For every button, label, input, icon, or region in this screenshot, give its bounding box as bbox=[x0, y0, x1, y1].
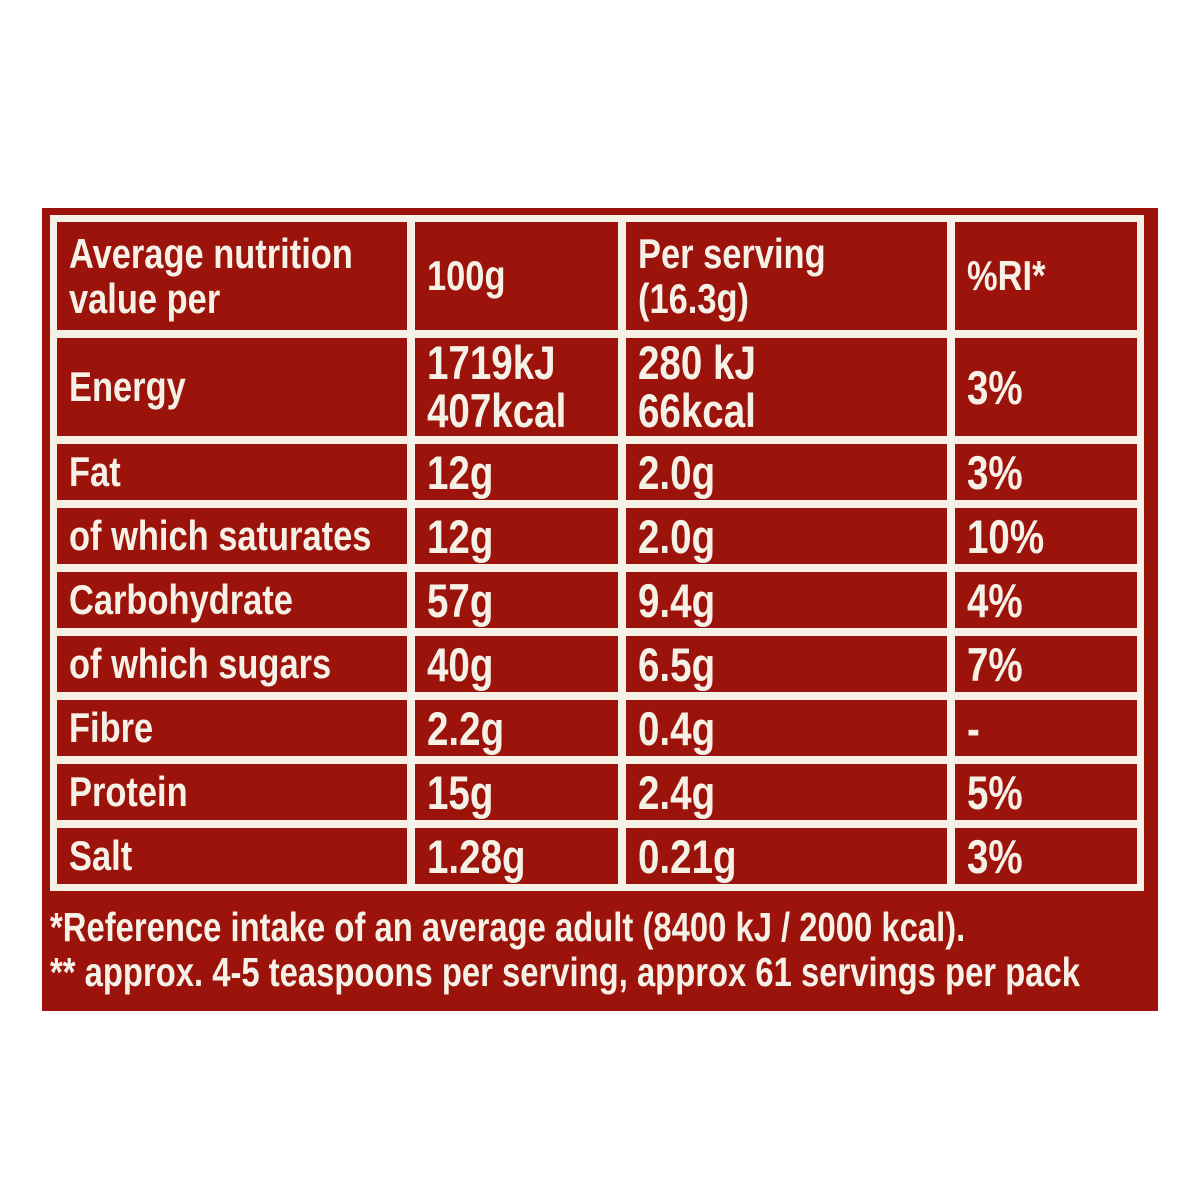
protein-ri-value: 5% bbox=[967, 765, 1023, 819]
energy-serving-kj: 280 kJ bbox=[638, 336, 756, 390]
header-col3-line2: (16.3g) bbox=[638, 275, 750, 322]
header-100g: 100g bbox=[415, 222, 618, 330]
salt-serving-cell: 0.21g bbox=[626, 828, 947, 884]
fat-per100-cell: 12g bbox=[415, 444, 618, 500]
salt-ri-value: 3% bbox=[967, 829, 1023, 883]
header-col3-line1: Per serving bbox=[638, 229, 826, 277]
footnote-reference-intake: *Reference intake of an average adult (8… bbox=[50, 904, 1144, 950]
footnote-line2-text: ** approx. 4-5 teaspoons per serving, ap… bbox=[50, 949, 1080, 996]
row-label-text: Salt bbox=[69, 832, 133, 879]
row-label-salt: Salt bbox=[57, 828, 407, 884]
salt-per100-cell: 1.28g bbox=[415, 828, 618, 884]
energy-ri-cell: 3% bbox=[955, 338, 1137, 436]
row-label-saturates: of which saturates bbox=[57, 508, 407, 564]
saturates-serving-cell: 2.0g bbox=[626, 508, 947, 564]
fibre-serving-value: 0.4g bbox=[638, 701, 716, 755]
carbohydrate-serving-cell: 9.4g bbox=[626, 572, 947, 628]
row-label-text: Energy bbox=[69, 363, 186, 410]
salt-ri-cell: 3% bbox=[955, 828, 1137, 884]
carbohydrate-serving-value: 9.4g bbox=[638, 573, 716, 627]
header-per-serving: Per serving (16.3g) bbox=[626, 222, 947, 330]
header-col4-text: %RI* bbox=[967, 252, 1046, 300]
header-nutrition-value-per: Average nutrition value per bbox=[57, 222, 407, 330]
header-percent-ri: %RI* bbox=[955, 222, 1137, 330]
carbohydrate-per100-cell: 57g bbox=[415, 572, 618, 628]
saturates-serving-value: 2.0g bbox=[638, 509, 716, 563]
energy-per100-kcal: 407kcal bbox=[427, 384, 567, 437]
carbohydrate-ri-value: 4% bbox=[967, 573, 1023, 627]
nutrition-table: Average nutrition value per 100g Per ser… bbox=[50, 215, 1144, 891]
row-label-text: of which sugars bbox=[69, 640, 332, 687]
sugars-per100-value: 40g bbox=[427, 637, 494, 691]
fibre-ri-cell: - bbox=[955, 700, 1137, 756]
saturates-ri-cell: 10% bbox=[955, 508, 1137, 564]
sugars-ri-cell: 7% bbox=[955, 636, 1137, 692]
header-col1-line1: Average nutrition bbox=[69, 229, 353, 277]
footnotes: *Reference intake of an average adult (8… bbox=[50, 891, 1144, 997]
energy-serving-kcal: 66kcal bbox=[638, 384, 756, 437]
row-label-energy: Energy bbox=[57, 338, 407, 436]
protein-serving-cell: 2.4g bbox=[626, 764, 947, 820]
row-label-text: Fibre bbox=[69, 704, 154, 751]
row-label-text: Protein bbox=[69, 768, 188, 815]
energy-per100-kj: 1719kJ bbox=[427, 336, 556, 390]
carbohydrate-per100-value: 57g bbox=[427, 573, 494, 627]
fat-serving-cell: 2.0g bbox=[626, 444, 947, 500]
row-label-sugars: of which sugars bbox=[57, 636, 407, 692]
row-label-protein: Protein bbox=[57, 764, 407, 820]
saturates-ri-value: 10% bbox=[967, 509, 1045, 563]
footnote-line1-text: *Reference intake of an average adult (8… bbox=[50, 904, 966, 950]
protein-serving-value: 2.4g bbox=[638, 765, 716, 819]
nutrition-panel: Average nutrition value per 100g Per ser… bbox=[42, 208, 1158, 1012]
fat-ri-cell: 3% bbox=[955, 444, 1137, 500]
row-label-text: Carbohydrate bbox=[69, 576, 293, 623]
row-label-text: Fat bbox=[69, 448, 121, 495]
fibre-per100-cell: 2.2g bbox=[415, 700, 618, 756]
energy-ri-value: 3% bbox=[967, 360, 1023, 414]
fibre-ri-value: - bbox=[967, 701, 980, 755]
row-label-text: of which saturates bbox=[69, 512, 372, 559]
protein-per100-value: 15g bbox=[427, 765, 494, 819]
fibre-serving-cell: 0.4g bbox=[626, 700, 947, 756]
saturates-per100-value: 12g bbox=[427, 509, 494, 563]
energy-serving-cell: 280 kJ 66kcal bbox=[626, 338, 947, 436]
sugars-serving-cell: 6.5g bbox=[626, 636, 947, 692]
fat-ri-value: 3% bbox=[967, 445, 1023, 499]
row-label-carbohydrate: Carbohydrate bbox=[57, 572, 407, 628]
salt-per100-value: 1.28g bbox=[427, 829, 526, 883]
protein-per100-cell: 15g bbox=[415, 764, 618, 820]
energy-per100-cell: 1719kJ 407kcal bbox=[415, 338, 618, 436]
footnote-servings: ** approx. 4-5 teaspoons per serving, ap… bbox=[50, 949, 1144, 996]
fat-per100-value: 12g bbox=[427, 445, 494, 499]
carbohydrate-ri-cell: 4% bbox=[955, 572, 1137, 628]
sugars-per100-cell: 40g bbox=[415, 636, 618, 692]
protein-ri-cell: 5% bbox=[955, 764, 1137, 820]
sugars-serving-value: 6.5g bbox=[638, 637, 716, 691]
row-label-fibre: Fibre bbox=[57, 700, 407, 756]
fibre-per100-value: 2.2g bbox=[427, 701, 505, 755]
header-col2-text: 100g bbox=[427, 252, 506, 300]
saturates-per100-cell: 12g bbox=[415, 508, 618, 564]
header-col1-line2: value per bbox=[69, 275, 221, 322]
fat-serving-value: 2.0g bbox=[638, 445, 716, 499]
salt-serving-value: 0.21g bbox=[638, 829, 737, 883]
sugars-ri-value: 7% bbox=[967, 637, 1023, 691]
row-label-fat: Fat bbox=[57, 444, 407, 500]
